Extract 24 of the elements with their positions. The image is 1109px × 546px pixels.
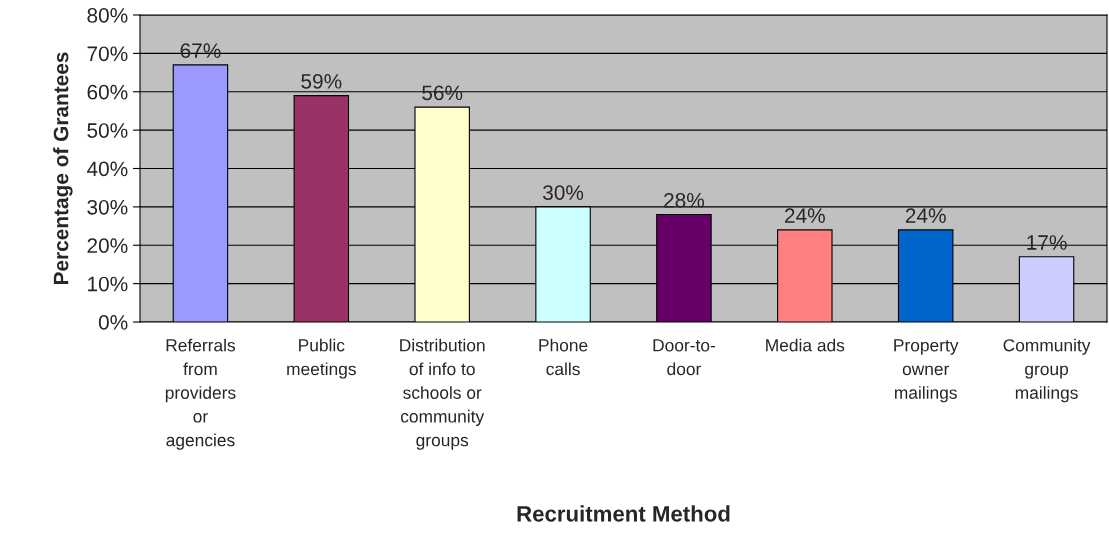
x-tick-label: Property owner mailings	[894, 339, 959, 403]
data-label: 24%	[905, 208, 946, 223]
y-tick-label: 60%	[87, 84, 128, 100]
y-tick-label: 80%	[87, 8, 128, 23]
x-axis-title: Recruitment Method	[517, 505, 730, 522]
data-label: 30%	[543, 185, 584, 200]
x-tick-label: Community group mailings	[1003, 338, 1091, 403]
data-label: 24%	[785, 208, 825, 223]
y-tick-label: 70%	[87, 46, 128, 62]
y-tick-label: 0%	[98, 315, 128, 330]
y-tick-label: 40%	[86, 161, 128, 177]
x-tick-label: Public meetings	[287, 338, 356, 379]
y-tick-label: 10%	[88, 276, 128, 292]
x-tick-label: Media ads	[766, 338, 845, 352]
data-label: 28%	[664, 192, 705, 208]
x-tick-label: Distribution of info to schools or community groups	[400, 338, 485, 450]
x-tick-label: Referrals from providers or agencies	[165, 338, 236, 450]
y-tick-label: 30%	[87, 199, 128, 215]
y-axis-title: Percentage of Grantees	[53, 52, 73, 285]
data-label: 59%	[301, 73, 342, 89]
y-tick-label: 20%	[87, 238, 128, 253]
x-tick-label: Phone calls	[539, 338, 588, 376]
y-tick-label: 50%	[87, 123, 128, 138]
x-tick-label: Door-to- door	[653, 339, 715, 376]
